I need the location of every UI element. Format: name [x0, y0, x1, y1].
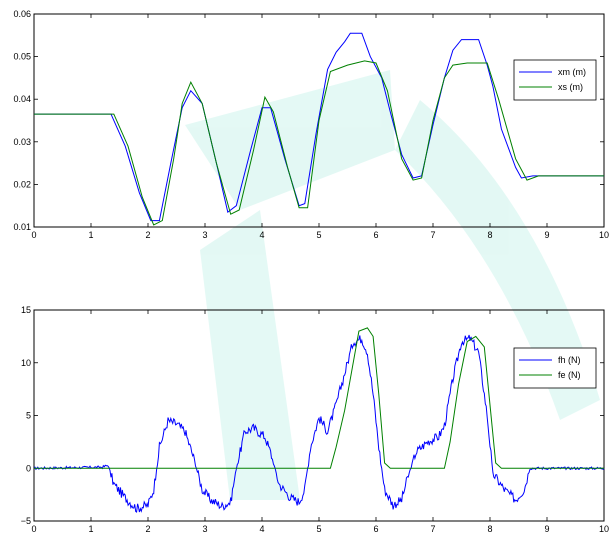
plot-frame: [33, 309, 605, 522]
x-tick-label: 8: [487, 524, 492, 534]
y-tick-label: 0.05: [13, 52, 31, 62]
legend-label: xs (m): [558, 82, 583, 92]
legend: xm (m) xs (m): [513, 59, 597, 101]
position-chart: 0 1 2 3 4 5 6 7 8 9 10 0.01 0.02 0.03 0.04 0.05 0.06 xm (…: [13, 9, 609, 240]
y-tick-label: 0: [26, 463, 31, 473]
y-tick-label: −5: [21, 516, 31, 526]
series-line-blue: [33, 334, 605, 513]
watermark: [185, 70, 600, 500]
legend: fh (N) fe (N): [513, 347, 597, 389]
x-tick-label: 0: [31, 524, 36, 534]
y-tick-label: 15: [21, 305, 31, 315]
x-tick-label: 10: [599, 230, 609, 240]
x-tick-label: 5: [316, 230, 321, 240]
x-tick-label: 10: [599, 524, 609, 534]
x-tick-label: 9: [544, 524, 549, 534]
y-tick-label: 0.02: [13, 179, 31, 189]
series-line-blue: [34, 32, 604, 222]
y-tick-label: 0.04: [13, 94, 31, 104]
x-tick-label: 6: [373, 230, 378, 240]
x-tick-label: 6: [373, 524, 378, 534]
y-tick-label: 0.06: [13, 9, 31, 19]
x-tick-label: 4: [259, 230, 264, 240]
y-tick-label: 0.03: [13, 137, 31, 147]
x-tick-label: 9: [544, 230, 549, 240]
x-tick-label: 7: [430, 524, 435, 534]
x-tick-label: 8: [487, 230, 492, 240]
series-line-green: [34, 327, 604, 469]
legend-label: xm (m): [558, 67, 586, 77]
x-tick-label: 0: [31, 230, 36, 240]
series-line-green: [34, 60, 604, 226]
x-tick-label: 3: [202, 230, 207, 240]
x-tick-label: 4: [259, 524, 264, 534]
y-tick-label: 5: [26, 411, 31, 421]
y-tick-label: 10: [21, 358, 31, 368]
x-tick-label: 3: [202, 524, 207, 534]
legend-box: [513, 347, 597, 389]
x-tick-label: 1: [88, 524, 93, 534]
x-tick-label: 1: [88, 230, 93, 240]
x-tick-label: 7: [430, 230, 435, 240]
legend-box: [513, 59, 597, 101]
legend-label: fh (N): [558, 355, 581, 365]
legend-label: fe (N): [558, 370, 581, 380]
x-tick-label: 2: [145, 524, 150, 534]
x-tick-label: 5: [316, 524, 321, 534]
x-tick-label: 2: [145, 230, 150, 240]
y-tick-label: 0.01: [13, 222, 31, 232]
